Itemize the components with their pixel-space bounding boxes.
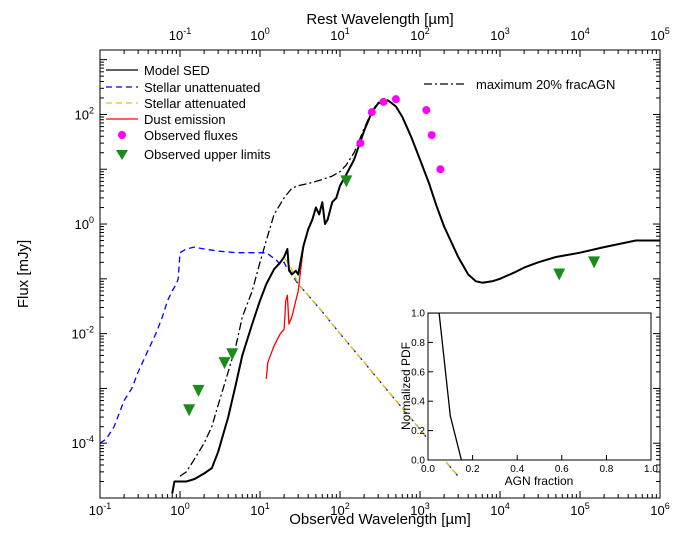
legend-label-stellar-unattenuated: Stellar unattenuated [144, 80, 260, 95]
legend-label-dust-emission: Dust emission [144, 112, 226, 127]
top-x-tick-label: 103 [490, 26, 509, 43]
inset-y-tick-label: 0.8 [411, 338, 425, 349]
main-plot-frame [99, 49, 661, 499]
inset-y-tick-label: 0.2 [411, 426, 425, 437]
upper-limit-marker [340, 175, 353, 188]
inset-y-tick-label: 1.0 [411, 309, 425, 320]
inset-x-tick-label: 0.8 [599, 464, 613, 475]
inset-x-tick-label: 0.4 [510, 464, 524, 475]
x-axis-label: Observed Wavelength [µm] [289, 511, 471, 528]
observed-flux-point [436, 165, 445, 174]
legend-swatch-observed-upper-limits [116, 150, 128, 160]
x-tick-label: 103 [410, 501, 429, 518]
upper-limit-marker [553, 268, 566, 281]
legend-label-observed-fluxes: Observed fluxes [144, 128, 238, 143]
inset-frame [427, 312, 652, 461]
series-line-model-sed [171, 99, 660, 494]
inset-y-tick-label: 0.0 [411, 456, 425, 467]
top-x-tick-label: 105 [650, 26, 669, 43]
x-tick-label: 100 [170, 501, 189, 518]
x-tick-label: 106 [650, 501, 669, 518]
upper-limit-marker [218, 357, 231, 370]
y-tick-label: 10-2 [72, 325, 94, 342]
main-plot-area: 10-1 100 101 102 103 104 105 106 10-1 100 101 102 10… [72, 26, 670, 518]
series-line-maximum-20-fracagn [179, 99, 389, 477]
top-x-tick-label: 100 [250, 26, 269, 43]
top-axis-label: Rest Wavelength [µm] [306, 11, 453, 28]
x-tick-label: 102 [330, 501, 349, 518]
upper-limit-marker [183, 404, 196, 417]
observed-flux-point [379, 97, 388, 106]
inset-x-axis-label: AGN fraction [505, 474, 574, 488]
inset-y-axis-label: Normalized PDF [399, 342, 413, 430]
x-tick-label: 10-1 [89, 501, 111, 518]
inset-background [428, 313, 651, 460]
upper-limit-marker [588, 256, 601, 269]
inset-x-tick-label: 1.0 [644, 464, 658, 475]
legend: Model SED Stellar unattenuated Stellar a… [106, 63, 271, 162]
legend-swatch-observed-fluxes [118, 131, 126, 139]
inset-pdf-line [428, 313, 473, 460]
upper-limit-marker [192, 384, 205, 397]
top-x-tick-label: 101 [330, 26, 349, 43]
inset-x-tick-label: 0.6 [555, 464, 569, 475]
legend-label-model-sed: Model SED [144, 63, 210, 78]
observed-flux-point [356, 139, 365, 148]
x-tick-label: 105 [570, 501, 589, 518]
observed-flux-point [422, 106, 431, 115]
top-x-tick-label: 10-1 [169, 26, 191, 43]
y-tick-label: 100 [75, 215, 94, 232]
top-x-tick-label: 102 [410, 26, 429, 43]
x-tick-label: 101 [250, 501, 269, 518]
x-tick-label: 104 [490, 501, 509, 518]
inset-y-tick-label: 0.6 [411, 367, 425, 378]
annotation-fracagn: maximum 20% fracAGN [476, 77, 615, 92]
y-axis-label: Flux [mJy] [15, 240, 32, 308]
y-tick-label: 102 [75, 105, 94, 122]
upper-limit-marker [226, 348, 239, 361]
observed-flux-point [427, 131, 436, 140]
legend-label-observed-upper-limits: Observed upper limits [144, 147, 271, 162]
inset-x-tick-label: 0.0 [421, 464, 435, 475]
top-x-tick-label: 104 [570, 26, 589, 43]
inset-x-tick-label: 0.2 [466, 464, 480, 475]
y-tick-label: 10-4 [72, 434, 94, 451]
observed-flux-point [367, 108, 376, 117]
inset-y-tick-label: 0.4 [411, 397, 425, 408]
observed-flux-point [391, 95, 400, 104]
inset-pdf-plot: 0.0 0.2 0.4 0.6 0.8 1.0 0.0 0.2 0.4 0.6 0.8 1.0 AGN… [399, 309, 658, 489]
legend-label-stellar-attenuated: Stellar attenuated [144, 96, 246, 111]
series-line-stellar-unattenuated [100, 246, 459, 477]
